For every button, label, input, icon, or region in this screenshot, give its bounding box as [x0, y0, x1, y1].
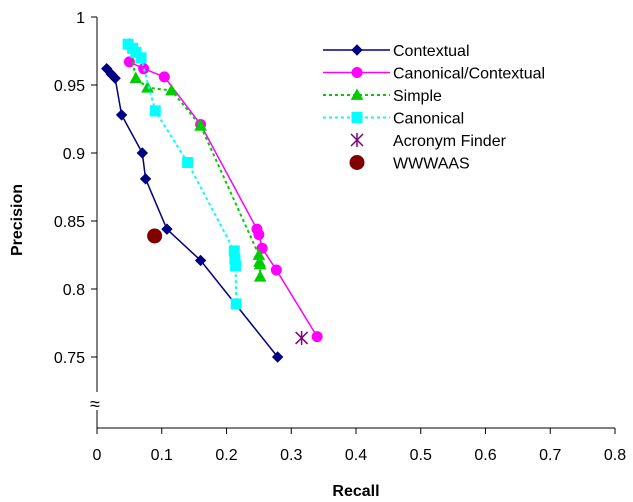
data-point: [230, 260, 242, 272]
legend-label: Canonical: [393, 111, 464, 128]
data-point: [149, 105, 161, 117]
x-tick-label: 0.2: [215, 447, 237, 464]
series-2: [123, 37, 267, 282]
data-point: [135, 52, 147, 64]
legend-label: Acronym Finder: [393, 133, 507, 150]
series-line: [128, 44, 262, 277]
legend-item: WWWAAS: [349, 155, 470, 173]
data-point: [136, 147, 149, 159]
y-axis-ticks: 0.75 0.8 0.85 0.9 0.95 1: [54, 10, 97, 367]
data-point: [147, 228, 163, 244]
x-axis-ticks: 0 0.1 0.2 0.3 0.4 0.5 0.6 0.7 0.8: [93, 428, 626, 464]
y-tick-label: 0.95: [54, 78, 85, 95]
x-tick-label: 0.7: [539, 447, 561, 464]
legend: Contextual Canonical/Contextual Simple Cano…: [323, 43, 545, 173]
data-point: [295, 330, 309, 345]
data-point: [158, 71, 170, 83]
data-point: [109, 72, 121, 84]
legend-label: Simple: [393, 88, 442, 105]
series-line: [106, 68, 279, 358]
legend-marker: [350, 133, 364, 147]
data-point: [182, 157, 194, 169]
legend-marker: [350, 88, 364, 100]
data-point: [311, 331, 323, 343]
y-tick-label: 0.9: [63, 146, 85, 163]
legend-marker: [351, 44, 363, 56]
series-layer: [101, 37, 323, 363]
series-0: [101, 62, 284, 363]
data-point: [194, 119, 207, 131]
series-5: [147, 228, 163, 244]
legend-item: Simple: [323, 88, 442, 105]
data-point: [230, 298, 242, 310]
legend-item: Canonical: [323, 111, 464, 128]
legend-label: Canonical/Contextual: [393, 66, 545, 83]
y-tick-label: 1: [76, 10, 85, 27]
series-line: [129, 61, 318, 337]
legend-marker: [349, 155, 365, 170]
data-point: [115, 109, 128, 121]
legend-item: Contextual: [323, 43, 470, 60]
x-tick-label: 0: [93, 447, 102, 464]
legend-item: Canonical/Contextual: [323, 66, 545, 83]
data-point: [253, 270, 267, 282]
x-tick-label: 0.4: [345, 447, 367, 464]
data-point: [253, 257, 267, 270]
x-tick-label: 0.3: [280, 447, 302, 464]
series-3: [122, 38, 242, 310]
data-point: [194, 254, 207, 267]
y-tick-label: 0.85: [54, 214, 85, 231]
data-point: [141, 81, 154, 93]
data-point: [139, 173, 152, 185]
data-point: [270, 264, 282, 276]
legend-item: Acronym Finder: [350, 133, 507, 150]
data-point: [165, 83, 178, 96]
data-point: [129, 71, 143, 84]
x-tick-label: 0.8: [604, 447, 626, 464]
data-point: [271, 351, 284, 363]
legend-marker: [351, 112, 363, 123]
y-axis-title: Precision: [9, 184, 26, 256]
legend-label: Contextual: [393, 43, 470, 60]
legend-label: WWWAAS: [393, 156, 470, 173]
data-point: [161, 223, 173, 235]
data-point: [123, 56, 135, 68]
legend-marker: [351, 67, 363, 78]
x-axis-title: Recall: [332, 483, 379, 500]
x-tick-label: 0.1: [151, 447, 173, 464]
x-tick-label: 0.5: [410, 447, 432, 464]
series-4: [295, 330, 309, 345]
data-point: [253, 229, 265, 241]
x-tick-label: 0.6: [474, 447, 496, 464]
y-tick-label: 0.75: [54, 350, 85, 367]
axis-break-symbol: ≈: [90, 394, 100, 414]
y-tick-label: 0.8: [63, 282, 85, 299]
